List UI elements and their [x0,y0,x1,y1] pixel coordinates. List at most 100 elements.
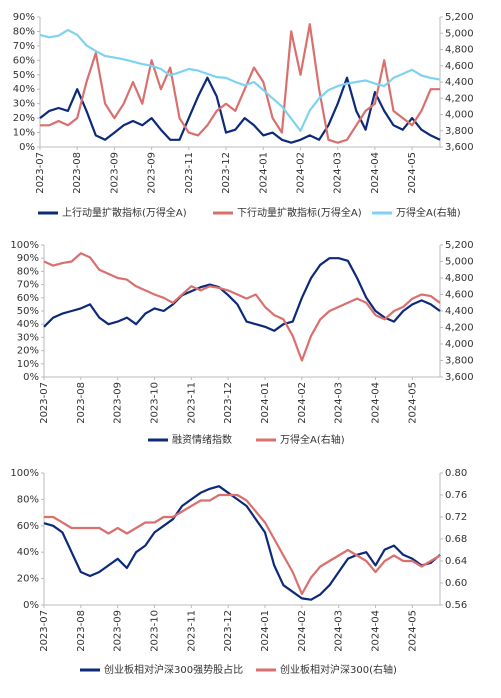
y-tick-label: 60% [17,521,39,532]
y2-tick-label: 0.72 [445,512,467,523]
y2-tick-label: 3,800 [445,126,474,137]
y2-tick-label: 4,400 [445,306,474,317]
series-line [43,252,441,362]
legend-label: 下行动量扩散指标(万得全A) [237,206,362,219]
y-tick-label: 0% [19,142,35,153]
y-tick-label: 20% [17,346,39,357]
y2-tick-label: 4,200 [445,323,474,334]
y-tick-label: 70% [13,41,35,52]
x-tick-label: 2024-03 [333,152,344,194]
y2-tick-label: 0.68 [445,534,467,545]
y-tick-label: 90% [17,253,39,264]
x-tick-label: 2023-07 [39,610,50,652]
y-tick-label: 40% [13,84,35,95]
y-tick-label: 50% [17,306,39,317]
y-tick-label: 70% [17,280,39,291]
x-tick-label: 2024-01 [260,610,271,652]
x-tick-label: 2024-02 [295,152,306,194]
x-tick-label: 2024-04 [371,382,382,424]
y-tick-label: 30% [13,99,35,110]
y2-tick-label: 4,600 [445,290,474,301]
series-line [44,493,441,596]
x-tick-label: 2024-03 [334,382,345,424]
y2-tick-label: 5,200 [445,12,474,23]
y2-tick-label: 0.80 [445,468,467,479]
x-tick-label: 2024-01 [258,152,269,194]
x-tick-label: 2024-03 [334,610,345,652]
series-line [39,28,441,132]
y-tick-label: 30% [17,332,39,343]
x-tick-label: 2023-10 [150,610,161,652]
y2-tick-label: 4,800 [445,45,474,56]
x-tick-label: 2023-10 [150,382,161,424]
y2-tick-label: 0.60 [445,578,467,589]
y2-tick-label: 4,400 [445,77,474,88]
y-tick-label: 60% [13,55,35,66]
y2-tick-label: 5,000 [445,28,474,39]
legend-label: 上行动量扩散指标(万得全A) [62,206,187,219]
y-tick-label: 50% [13,70,35,81]
legend-label: 创业板相对沪深300(右轴) [280,663,397,676]
x-tick-label: 2023-11 [186,382,197,424]
y-tick-label: 80% [17,266,39,277]
x-tick-label: 2024-02 [297,610,308,652]
series-line [40,23,440,144]
y2-tick-label: 3,800 [445,356,474,367]
x-tick-label: 2023-09 [109,152,120,194]
x-tick-label: 2023-09 [113,382,124,424]
y2-tick-label: 4,000 [445,110,474,121]
x-tick-label: 2023-08 [76,610,87,652]
x-tick-label: 2023-12 [221,152,232,194]
y-tick-label: 100% [10,240,39,251]
y-tick-label: 20% [17,574,39,585]
y-tick-label: 40% [17,319,39,330]
x-tick-label: 2024-01 [260,382,271,424]
x-tick-label: 2024-05 [407,610,418,652]
y-tick-label: 10% [13,128,35,139]
y-tick-label: 40% [17,547,39,558]
y2-tick-label: 3,600 [445,372,474,383]
y-tick-label: 0% [23,600,39,611]
legend-label: 融资情绪指数 [172,433,232,446]
x-tick-label: 2023-09 [113,610,124,652]
y-tick-label: 100% [10,468,39,479]
y-tick-label: 80% [13,26,35,37]
series-line [39,76,441,144]
y-tick-label: 90% [13,12,35,23]
y-tick-label: 60% [17,293,39,304]
y2-tick-label: 4,200 [445,93,474,104]
y2-tick-label: 3,600 [445,142,474,153]
x-tick-label: 2023-08 [76,382,87,424]
y2-tick-label: 5,000 [445,257,474,268]
y-tick-label: 20% [13,113,35,124]
y2-tick-label: 0.56 [445,600,467,611]
x-tick-label: 2024-05 [407,382,418,424]
x-tick-label: 2023-07 [39,382,50,424]
y-tick-label: 80% [17,494,39,505]
y-tick-label: 0% [23,372,39,383]
series-line [43,485,441,601]
y2-tick-label: 4,800 [445,273,474,284]
x-tick-label: 2023-12 [223,382,234,424]
y2-tick-label: 0.64 [445,556,467,567]
series-line [43,257,441,332]
y2-tick-label: 4,000 [445,339,474,350]
y2-tick-label: 0.76 [445,490,467,501]
x-tick-label: 2024-02 [297,382,308,424]
x-tick-label: 2024-05 [407,152,418,194]
legend-label: 创业板相对沪深300强势股占比 [104,663,243,676]
x-tick-label: 2023-09 [147,152,158,194]
x-tick-label: 2023-08 [72,152,83,194]
legend-label: 万得全A(右轴) [280,433,345,446]
y2-tick-label: 5,200 [445,240,474,251]
y-tick-label: 10% [17,359,39,370]
x-tick-label: 2024-04 [370,152,381,194]
x-tick-label: 2023-12 [223,610,234,652]
x-tick-label: 2023-11 [186,610,197,652]
y2-tick-label: 4,600 [445,61,474,72]
x-tick-label: 2024-04 [371,610,382,652]
x-tick-label: 2023-11 [184,152,195,194]
x-tick-label: 2023-07 [35,152,46,194]
legend-label: 万得全A(右轴) [396,206,461,219]
